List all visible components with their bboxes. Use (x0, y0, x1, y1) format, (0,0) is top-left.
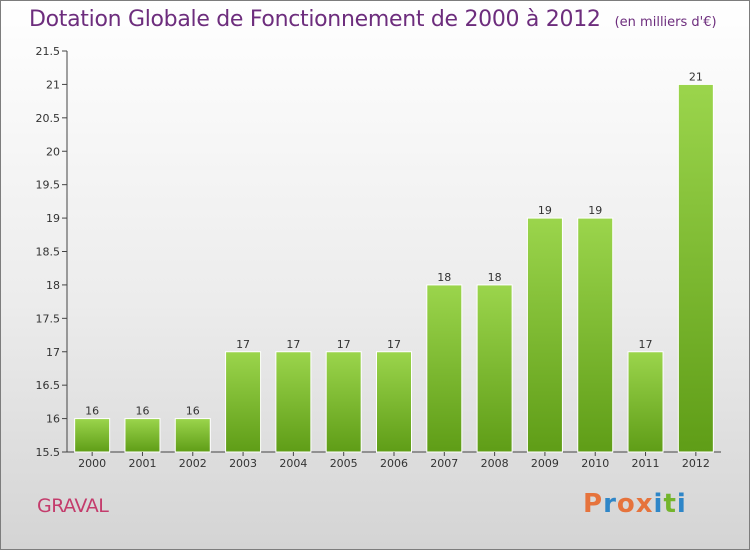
x-tick-label: 2002 (179, 457, 207, 470)
bar-data-label: 16 (135, 405, 149, 418)
x-tick-label: 2009 (531, 457, 559, 470)
bar-data-label: 17 (639, 338, 653, 351)
bar-data-label: 18 (488, 271, 502, 284)
bar (677, 83, 714, 453)
logo-letter: P (583, 489, 604, 519)
x-tick-label: 2003 (229, 457, 257, 470)
logo-letter: r (603, 489, 617, 519)
bar-data-label: 19 (588, 204, 602, 217)
bar-data-label: 16 (186, 405, 200, 418)
chart-title-text: Dotation Globale de Fonctionnement de 20… (29, 7, 601, 32)
y-tick-label: 17.5 (36, 312, 61, 325)
bar (376, 351, 412, 453)
bar (426, 284, 463, 453)
y-tick-label: 20 (46, 145, 60, 158)
bar-data-label: 21 (689, 70, 703, 83)
bar-data-label: 19 (538, 204, 552, 217)
bar (476, 284, 513, 453)
x-tick-label: 2007 (430, 457, 458, 470)
bar (627, 351, 664, 453)
y-tick-label: 20.5 (36, 112, 61, 125)
bar (275, 351, 312, 453)
bar (526, 217, 563, 453)
x-tick-label: 2005 (330, 457, 358, 470)
y-tick-label: 19 (46, 212, 60, 225)
bar (325, 351, 362, 453)
bar-data-label: 18 (437, 271, 451, 284)
x-tick-label: 2011 (632, 457, 660, 470)
x-tick-label: 2010 (581, 457, 609, 470)
bar (225, 351, 262, 453)
x-tick-label: 2001 (128, 457, 156, 470)
y-tick-label: 16 (46, 413, 60, 426)
logo-letter: o (616, 489, 636, 519)
y-tick-label: 17 (46, 346, 60, 359)
x-tick-label: 2006 (380, 457, 408, 470)
bar-data-label: 17 (337, 338, 351, 351)
y-tick-label: 16.5 (36, 379, 61, 392)
y-tick-label: 18.5 (36, 246, 61, 259)
bar-data-label: 17 (236, 338, 250, 351)
bar (174, 418, 211, 453)
y-tick-label: 19.5 (36, 179, 61, 192)
logo-letter: i (653, 489, 664, 519)
proxiti-logo: Proxiti (583, 489, 687, 519)
bar-data-label: 16 (85, 405, 99, 418)
logo-letter: t (663, 489, 677, 519)
logo-letter: i (676, 489, 687, 519)
y-tick-label: 15.5 (36, 446, 61, 459)
bar (577, 217, 614, 453)
bar (124, 418, 161, 453)
x-tick-label: 2004 (279, 457, 307, 470)
y-tick-label: 21.5 (36, 45, 61, 58)
bar-data-label: 17 (286, 338, 300, 351)
logo-letter: x (635, 489, 654, 519)
x-tick-label: 2000 (78, 457, 106, 470)
chart-title: Dotation Globale de Fonctionnement de 20… (29, 7, 717, 32)
y-tick-label: 21 (46, 78, 60, 91)
chart-subtitle: (en milliers d'€) (614, 15, 717, 30)
commune-name: GRAVAL (37, 495, 109, 517)
y-tick-label: 18 (46, 279, 60, 292)
bar-data-label: 17 (387, 338, 401, 351)
x-tick-label: 2012 (682, 457, 710, 470)
x-tick-label: 2008 (481, 457, 509, 470)
bar (74, 418, 111, 453)
